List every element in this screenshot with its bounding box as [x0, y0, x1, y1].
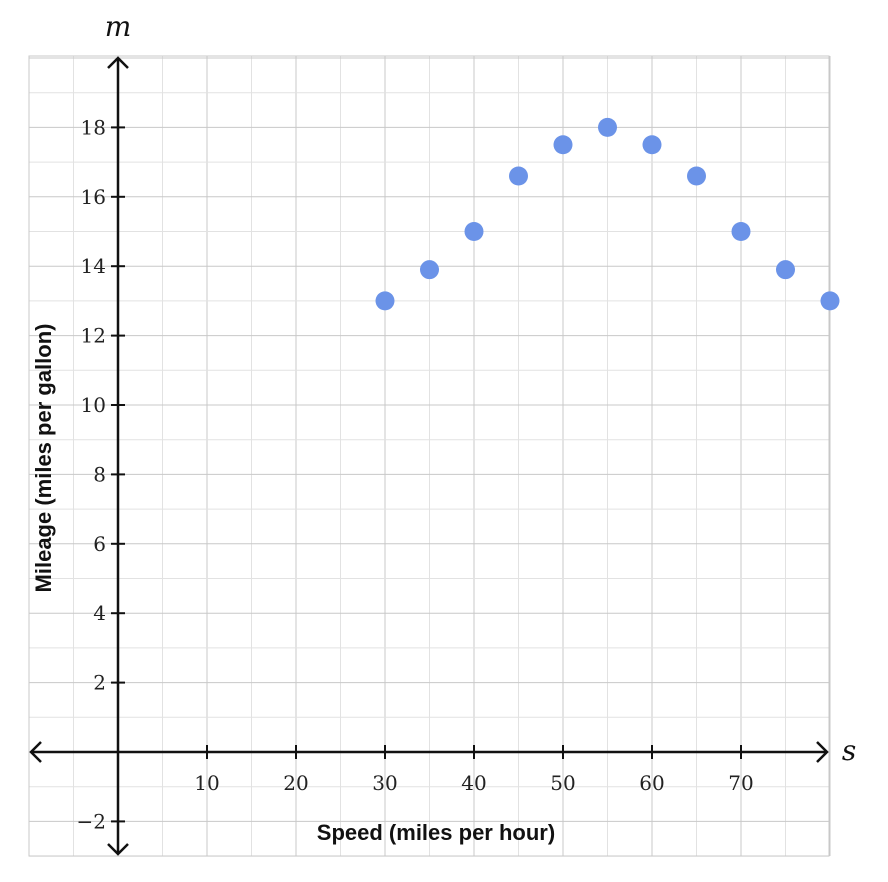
plot-border [28, 55, 830, 857]
x-tick-label: 20 [283, 771, 308, 795]
y-tick-label: −2 [77, 809, 106, 833]
data-point [776, 260, 795, 280]
data-point [731, 222, 751, 241]
y-tick-label: 10 [81, 393, 106, 417]
y-tick-label: 2 [93, 671, 106, 695]
data-point [464, 222, 484, 241]
data-point [509, 166, 528, 186]
data-point [553, 135, 573, 155]
y-tick-label: 12 [81, 324, 106, 348]
x-axis-left-arrow [29, 741, 42, 763]
x-tick-label: 40 [461, 771, 486, 795]
grid [28, 55, 831, 857]
data-point [642, 135, 662, 155]
y-axis-variable: m [105, 10, 132, 43]
y-tick-label: 8 [93, 462, 106, 486]
y-axis-title: Mileage (miles per gallon) [31, 324, 56, 593]
y-axis-down-arrow [107, 843, 129, 856]
y-tick-label: 18 [81, 115, 106, 139]
y-tick-label: 16 [81, 185, 106, 209]
x-axis-right-arrow [816, 741, 829, 763]
x-tick-label: 50 [550, 771, 575, 795]
y-tick-label: 6 [93, 532, 106, 556]
y-tick-label: 14 [81, 254, 106, 278]
data-point [375, 291, 395, 311]
data-point [598, 117, 617, 137]
x-tick-label: 70 [728, 771, 753, 795]
x-tick-label: 30 [372, 771, 397, 795]
y-tick-label: 4 [93, 601, 106, 625]
axes [29, 56, 829, 856]
x-axis-variable: s [842, 734, 856, 767]
x-axis-title: Speed (miles per hour) [317, 820, 555, 845]
x-tick-label: 10 [194, 771, 219, 795]
x-tick-label: 60 [639, 771, 664, 795]
data-points [375, 117, 840, 311]
data-point [420, 260, 439, 280]
data-point [820, 291, 840, 311]
ticks: 10 20 30 40 50 60 70 −2 2 4 6 8 10 12 14 16 18 [77, 115, 754, 833]
data-point [687, 166, 706, 186]
y-axis-up-arrow [107, 56, 129, 69]
